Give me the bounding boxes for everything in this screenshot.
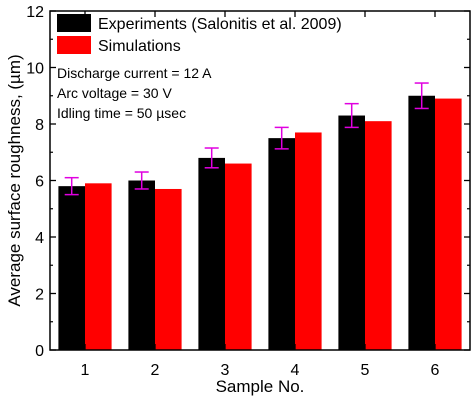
error-bar-2 xyxy=(134,171,149,190)
x-tick-label: 2 xyxy=(151,362,160,379)
error-bar-6 xyxy=(414,82,429,110)
x-tick-label: 5 xyxy=(361,362,370,379)
x-tick-label: 4 xyxy=(291,362,300,379)
bar-simulation-3 xyxy=(225,163,252,350)
bar-experiment-6 xyxy=(408,95,435,350)
annotation-line: Discharge current = 12 A xyxy=(57,65,212,81)
legend-swatch xyxy=(57,14,91,32)
bar-simulation-5 xyxy=(365,121,392,350)
y-tick-label: 0 xyxy=(35,343,44,360)
bar-experiment-3 xyxy=(198,157,225,350)
y-tick-label: 6 xyxy=(35,174,44,191)
y-axis-title: Average surface roughness, (µm) xyxy=(5,54,24,306)
bar-simulation-2 xyxy=(155,188,182,350)
legend-label: Experiments (Salonitis et al. 2009) xyxy=(98,16,342,33)
annotation-line: Idling time = 50 µsec xyxy=(57,105,186,121)
bar-experiment-5 xyxy=(338,115,365,351)
y-tick-label: 8 xyxy=(35,117,44,134)
y-tick-label: 12 xyxy=(26,4,44,21)
bar-simulation-4 xyxy=(295,132,322,350)
legend-label: Simulations xyxy=(98,38,181,55)
legend-swatch xyxy=(57,36,91,54)
error-bar-4 xyxy=(274,126,289,150)
y-tick-label: 2 xyxy=(35,287,44,304)
error-bar-1 xyxy=(64,176,79,196)
bar-simulation-6 xyxy=(435,98,462,350)
legend-item-simulations: Simulations xyxy=(57,36,181,55)
errorbars-layer xyxy=(64,82,429,196)
error-bar-5 xyxy=(344,102,359,129)
bar-experiment-4 xyxy=(268,138,295,350)
bars-layer xyxy=(58,95,462,351)
x-tick-label: 3 xyxy=(221,362,230,379)
annotation-line: Arc voltage = 30 V xyxy=(57,85,172,101)
y-axis: 0 2 4 6 8 10 12 xyxy=(26,4,470,360)
error-bar-3 xyxy=(204,147,219,169)
y-tick-label: 10 xyxy=(26,61,44,78)
x-tick-label: 6 xyxy=(431,362,440,379)
annotations: Discharge current = 12 A Arc voltage = 30… xyxy=(57,65,212,121)
bar-simulation-1 xyxy=(85,183,112,350)
bar-experiment-1 xyxy=(58,186,85,350)
y-tick-label: 4 xyxy=(35,230,44,247)
legend-item-experiments: Experiments (Salonitis et al. 2009) xyxy=(57,14,342,33)
bar-experiment-2 xyxy=(128,180,155,350)
legend: Experiments (Salonitis et al. 2009) Simul… xyxy=(57,14,342,55)
plot-frame xyxy=(49,10,471,351)
x-tick-label: 1 xyxy=(81,362,90,379)
x-axis-title: Sample No. xyxy=(216,377,305,396)
